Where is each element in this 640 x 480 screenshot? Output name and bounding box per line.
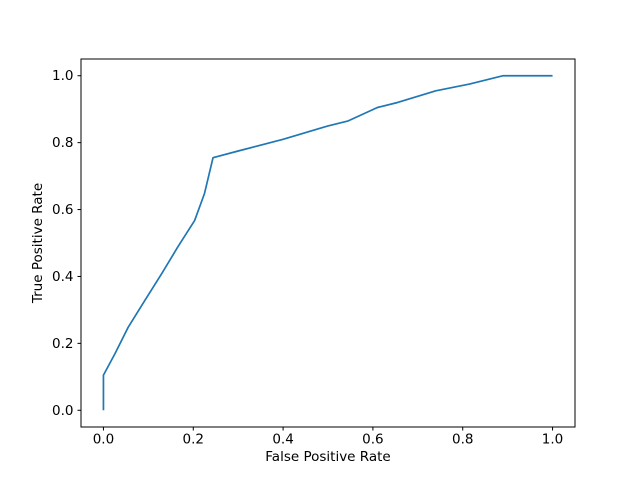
- x-tick-label: 0.8: [452, 432, 473, 448]
- y-tick-label: 1.0: [52, 68, 73, 84]
- x-tick-label: 0.2: [183, 432, 204, 448]
- roc-curve-line: [102, 74, 553, 411]
- y-axis-label: True Positive Rate: [30, 183, 46, 304]
- x-tick-label: 1.0: [542, 432, 563, 448]
- plot-area: [80, 58, 576, 428]
- y-tick-label: 0.0: [52, 403, 73, 419]
- y-tick-label: 0.4: [52, 269, 73, 285]
- x-tick-label: 0.6: [362, 432, 383, 448]
- y-tick-label: 0.6: [52, 202, 73, 218]
- y-tick-label: 0.2: [52, 336, 73, 352]
- x-axis-label: False Positive Rate: [265, 449, 390, 465]
- x-tick-label: 0.4: [272, 432, 293, 448]
- x-axis-ticks: 0.0 0.2 0.4 0.6 0.8 1.0: [93, 427, 563, 448]
- x-tick-label: 0.0: [93, 432, 114, 448]
- y-tick-label: 0.8: [52, 135, 73, 151]
- y-axis-ticks: 0.0 0.2 0.4 0.6 0.8 1.0: [52, 68, 81, 419]
